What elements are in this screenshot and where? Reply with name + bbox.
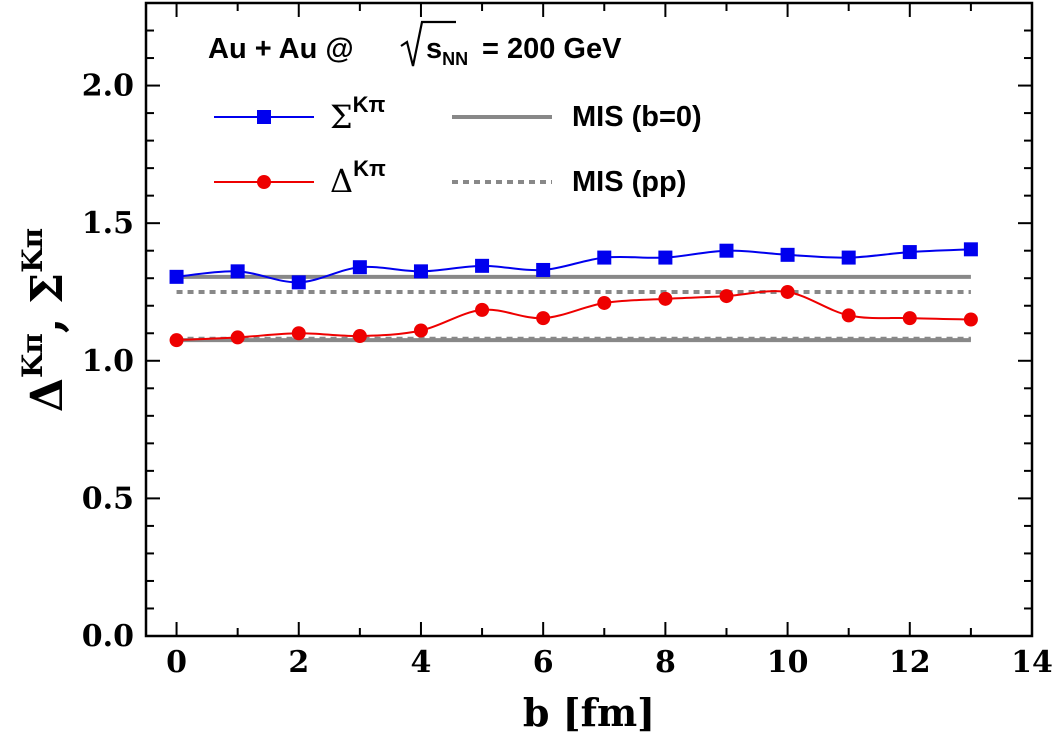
axis-ticks bbox=[146, 2, 1033, 637]
x-tick-label: 8 bbox=[655, 645, 676, 680]
svg-text:ΔKπ,ΣKπ: ΔKπ,ΣKπ bbox=[16, 228, 73, 412]
svg-text:ΔKπ: ΔKπ bbox=[330, 156, 386, 200]
data-point-delta bbox=[169, 333, 184, 348]
legend-mis-pp-label: MIS (pp) bbox=[572, 166, 686, 198]
legend-delta-marker bbox=[257, 175, 271, 189]
chart-title-sqrt-sub: NN bbox=[442, 49, 468, 69]
svg-text:Au + Au @: Au + Au @ bbox=[208, 33, 354, 65]
x-tick-label: 14 bbox=[1011, 645, 1053, 680]
x-tick-label: 4 bbox=[411, 645, 432, 680]
legend-delta-base: Δ bbox=[330, 162, 353, 200]
series-line-delta bbox=[176, 290, 971, 342]
svg-text:ΣKπ: ΣKπ bbox=[330, 92, 386, 136]
legend-sigma-sup: Kπ bbox=[353, 92, 386, 117]
data-point-delta bbox=[536, 311, 551, 326]
data-point-delta bbox=[841, 308, 856, 323]
y-tick-label: 1.0 bbox=[82, 344, 134, 379]
svg-text:sNN: sNN bbox=[426, 33, 468, 69]
data-point-sigma bbox=[536, 262, 551, 277]
chart-title-sqrt-s: s bbox=[426, 33, 442, 65]
data-point-sigma bbox=[841, 250, 856, 265]
y-tick-label: 2.0 bbox=[82, 69, 134, 104]
reference-lines bbox=[176, 274, 971, 343]
axis-tick-labels: 0 2 4 6 8 10 12 14 0.0 0.5 1.0 1.5 2.0 bbox=[82, 69, 1053, 680]
chart-title: Au + Au @ sNN = 200 GeV bbox=[208, 20, 622, 69]
legend-entry-mis-b0: MIS (b=0) bbox=[452, 101, 702, 133]
data-point-delta bbox=[230, 330, 245, 345]
data-point-delta bbox=[780, 284, 795, 299]
data-point-sigma bbox=[597, 250, 612, 265]
data-series bbox=[169, 242, 978, 348]
x-tick-label: 10 bbox=[767, 645, 809, 680]
svg-text:= 200 GeV: = 200 GeV bbox=[482, 33, 622, 65]
data-point-sigma bbox=[169, 269, 184, 284]
y-axis-title-delta-sup: Kπ bbox=[16, 333, 49, 378]
data-point-delta bbox=[352, 329, 367, 344]
data-point-delta bbox=[597, 295, 612, 310]
y-axis-title: ΔKπ,ΣKπ bbox=[16, 228, 73, 412]
x-tick-label: 0 bbox=[166, 645, 187, 680]
data-point-sigma bbox=[902, 245, 917, 260]
data-point-delta bbox=[902, 311, 917, 326]
y-axis-title-sigma-sup: Kπ bbox=[16, 228, 49, 273]
y-axis-title-sigma: Σ bbox=[22, 273, 73, 304]
data-point-sigma bbox=[780, 247, 795, 262]
x-tick-label: 6 bbox=[533, 645, 554, 680]
chart-title-suffix: = 200 GeV bbox=[482, 33, 622, 65]
y-tick-label: 0.5 bbox=[82, 481, 134, 516]
y-axis-title-delta: Δ bbox=[22, 378, 73, 412]
x-tick-label: 12 bbox=[889, 645, 931, 680]
data-point-delta bbox=[963, 312, 978, 327]
data-point-delta bbox=[475, 302, 490, 317]
legend-sigma-marker bbox=[257, 110, 271, 124]
legend: ΣKπ ΔKπ MIS (b=0) MIS (pp) bbox=[214, 92, 702, 200]
plot-frame bbox=[144, 1, 1034, 638]
y-tick-label: 0.0 bbox=[82, 619, 134, 654]
x-axis-title: b [fm] bbox=[523, 690, 655, 735]
data-point-sigma bbox=[352, 260, 367, 275]
data-point-sigma bbox=[291, 275, 306, 290]
data-point-sigma bbox=[475, 258, 490, 273]
x-tick-label: 2 bbox=[288, 645, 309, 680]
data-point-delta bbox=[658, 291, 673, 306]
legend-entry-sigma: ΣKπ bbox=[214, 92, 386, 136]
y-tick-label: 1.5 bbox=[82, 206, 134, 241]
legend-sigma-base: Σ bbox=[330, 98, 353, 136]
data-point-delta bbox=[291, 326, 306, 341]
data-point-sigma bbox=[230, 264, 245, 279]
legend-mis-b0-label: MIS (b=0) bbox=[572, 101, 702, 133]
data-point-delta bbox=[719, 289, 734, 304]
data-point-sigma bbox=[963, 242, 978, 257]
legend-entry-delta: ΔKπ bbox=[214, 156, 386, 200]
legend-entry-mis-pp: MIS (pp) bbox=[452, 166, 686, 198]
legend-delta-sup: Kπ bbox=[353, 156, 386, 181]
sqrt-sign bbox=[400, 20, 456, 67]
chart-title-prefix: Au + Au @ bbox=[208, 33, 354, 65]
data-point-sigma bbox=[719, 243, 734, 258]
data-point-sigma bbox=[413, 264, 428, 279]
data-point-delta bbox=[413, 323, 428, 338]
data-point-sigma bbox=[658, 250, 673, 265]
y-axis-title-sep: , bbox=[22, 318, 73, 333]
